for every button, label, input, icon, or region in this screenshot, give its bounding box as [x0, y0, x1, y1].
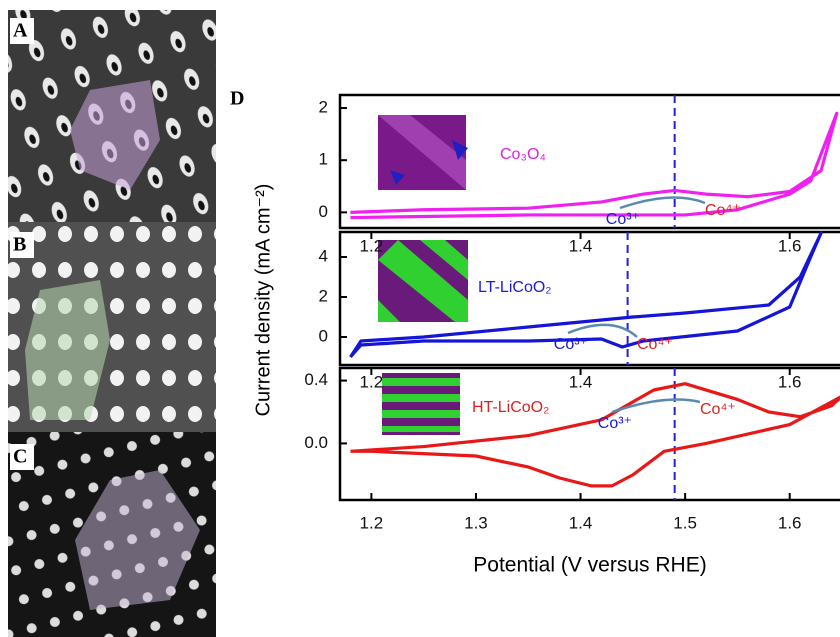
inset-ht — [382, 373, 460, 435]
annotation: Co⁴⁺ — [705, 202, 741, 219]
x-tick-label: 1.3 — [464, 513, 488, 532]
top-x-tick-label: 1.4 — [569, 236, 593, 255]
panel-label: D — [230, 88, 244, 110]
y-tick-label: 2 — [319, 98, 328, 117]
inset-lt — [378, 240, 468, 322]
top-x-tick-label: 1.4 — [569, 372, 593, 391]
top-x-tick-label: 1.6 — [778, 236, 802, 255]
arrow — [620, 198, 705, 208]
panel-label: B — [13, 234, 26, 256]
annotation: Co⁴⁺ — [637, 336, 673, 353]
annotation: Co³⁺ — [598, 415, 632, 432]
annotation: Co⁴⁺ — [700, 401, 736, 418]
page: {"panel_labels": ["A", "B", "C", "D"], "… — [0, 0, 840, 637]
top-x-tick-label: 1.2 — [360, 236, 384, 255]
top-x-tick-label: 1.6 — [778, 372, 802, 391]
y-tick-label: 0.4 — [304, 370, 328, 389]
y-tick-label: 0 — [319, 202, 328, 221]
y-tick-label: 2 — [319, 286, 328, 305]
annotation: Co³⁺ — [554, 336, 588, 353]
panel-label: A — [13, 20, 28, 42]
y-tick-label: 1 — [319, 150, 328, 169]
y-axis-label: Current density (mA cm⁻²) — [252, 184, 274, 417]
sample-label: HT-LiCoO₂ — [472, 399, 549, 416]
top-x-tick-label: 1.2 — [360, 372, 384, 391]
x-tick-label: 1.6 — [778, 513, 802, 532]
inset-co3o4 — [378, 115, 468, 190]
sample-label: LT-LiCoO₂ — [478, 279, 552, 296]
x-tick-label: 1.2 — [360, 513, 384, 532]
y-tick-label: 4 — [319, 246, 328, 265]
x-axis-label: Potential (V versus RHE) — [473, 554, 706, 577]
x-tick-label: 1.5 — [673, 513, 697, 532]
figure: A B C D 0 1 2 Co₃O₄ Co³⁺ Co⁴⁺ Current density … — [0, 0, 840, 637]
panel-label: C — [13, 446, 27, 468]
y-tick-label: 0.0 — [304, 433, 328, 452]
sample-label: Co₃O₄ — [500, 146, 546, 163]
x-tick-label: 1.4 — [569, 513, 593, 532]
y-tick-label: 0 — [319, 326, 328, 345]
annotation: Co³⁺ — [606, 211, 640, 228]
